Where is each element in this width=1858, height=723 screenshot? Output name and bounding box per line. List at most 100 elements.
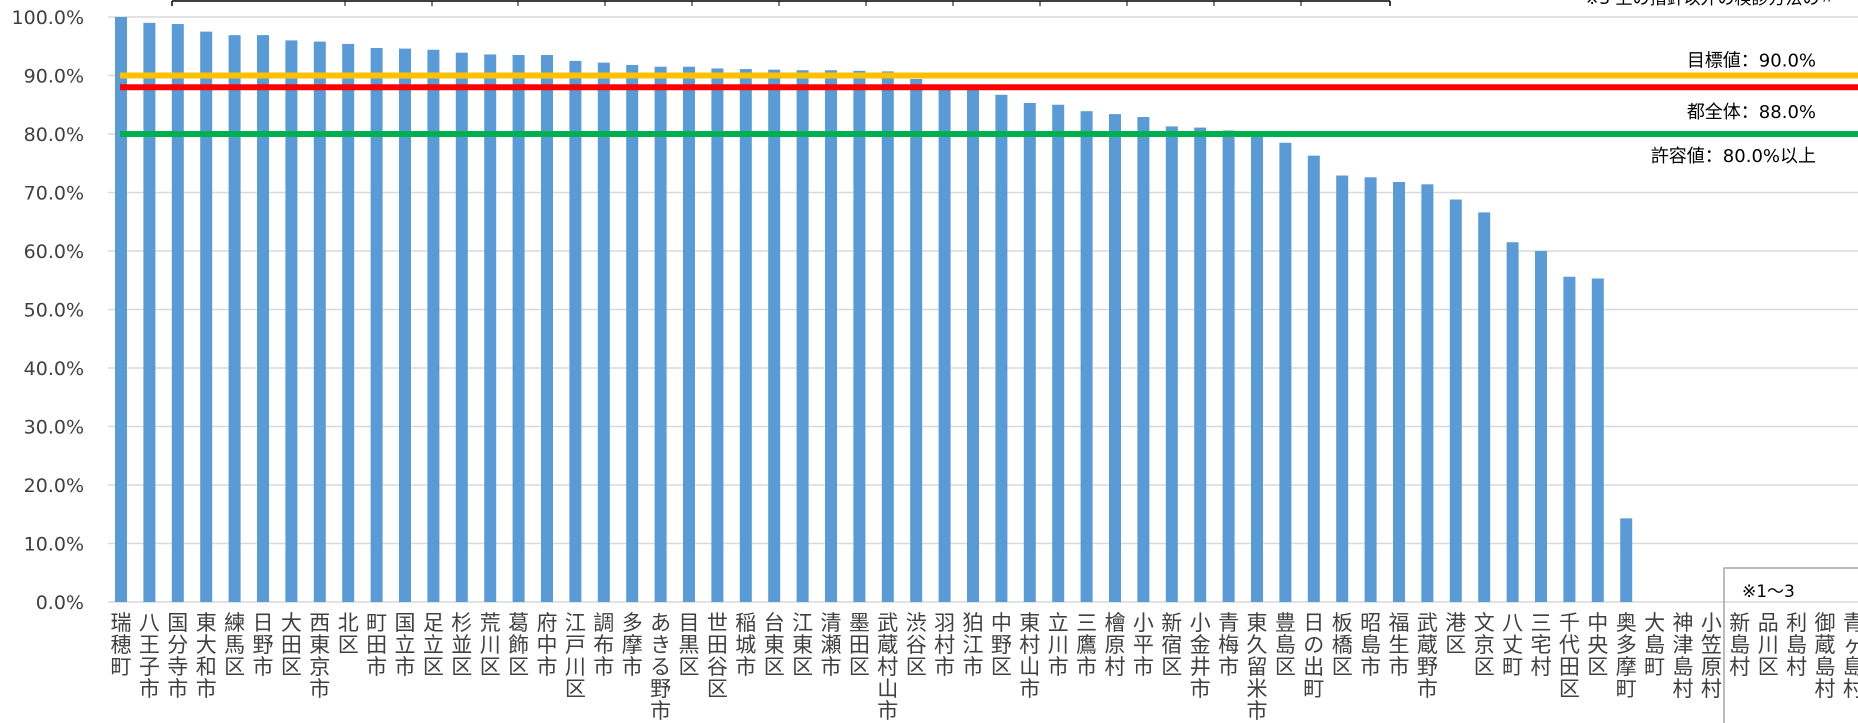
bar: [342, 43, 355, 603]
category-label: 目黒区: [679, 611, 700, 679]
category-label: 町田市: [366, 611, 387, 679]
bar: [995, 94, 1008, 603]
bar: [938, 87, 951, 602]
bar: [967, 88, 979, 603]
category-label: 東久留米市: [1247, 611, 1268, 723]
bar: [739, 69, 752, 602]
category-label: 新宿区: [1161, 611, 1182, 679]
y-tick-label: 100.0%: [12, 7, 84, 29]
category-label: 清瀬市: [821, 611, 842, 679]
category-label: 奥多摩町: [1616, 611, 1637, 701]
bar: [1222, 130, 1235, 603]
note-box: [1723, 567, 1858, 723]
y-axis-ticks: 0.0% 10.0% 20.0% 30.0% 40.0% 50.0% 60.0% 70.0% 8…: [12, 7, 84, 614]
category-label: 渋谷区: [906, 611, 927, 679]
category-label: 神津島村: [1673, 611, 1694, 701]
y-tick-label: 0.0%: [36, 592, 84, 614]
bar: [853, 70, 866, 602]
bar: [313, 41, 326, 602]
bar: [654, 66, 667, 603]
bar: [683, 66, 695, 603]
category-label: 港区: [1445, 611, 1466, 657]
category-label: 御蔵島村: [1815, 611, 1836, 701]
category-label: 府中市: [537, 611, 558, 679]
category-label: 江戸川区: [565, 611, 586, 701]
category-label: 利島村: [1786, 611, 1807, 679]
category-label: 足立区: [423, 611, 444, 679]
category-label: 練馬区: [224, 611, 245, 679]
bar: [881, 71, 894, 602]
y-tick-label: 40.0%: [24, 358, 84, 380]
category-label: 中央区: [1587, 611, 1608, 679]
category-label: 新島村: [1729, 611, 1750, 679]
y-tick-label: 30.0%: [24, 417, 84, 439]
bar: [1449, 199, 1462, 602]
bar: [1307, 155, 1320, 602]
category-label: 世田谷区: [707, 611, 728, 701]
bar: [910, 79, 923, 602]
bar: [1165, 126, 1178, 603]
category-label: 立川市: [1048, 611, 1069, 679]
bar: [1023, 102, 1036, 603]
category-label: 墨田区: [849, 611, 870, 679]
bar: [569, 60, 582, 602]
bar: [626, 64, 639, 603]
category-label: 檜原村: [1105, 611, 1126, 679]
category-label: 板橋区: [1332, 611, 1353, 679]
category-label: 品川区: [1758, 611, 1779, 679]
bar: [1506, 242, 1519, 602]
category-label: 千代田区: [1559, 611, 1580, 701]
bar: [1080, 111, 1093, 602]
category-label: 杉並区: [451, 611, 472, 679]
y-tick-label: 50.0%: [24, 300, 84, 322]
bar: [484, 54, 497, 602]
category-label: 八丈町: [1502, 611, 1523, 679]
category-label: 青梅市: [1218, 611, 1239, 679]
category-label: 狛江市: [963, 611, 984, 679]
category-label: 東大和市: [196, 611, 217, 701]
category-label: 日野市: [253, 611, 274, 679]
bar: [1279, 142, 1292, 602]
bar: [768, 69, 781, 602]
category-label: 大島町: [1644, 611, 1665, 679]
category-label: 中野区: [991, 611, 1012, 679]
top-table-fragment: [171, 0, 1391, 6]
bar: [143, 22, 156, 603]
bar: [285, 40, 298, 602]
bar: [200, 31, 213, 602]
bar: [711, 68, 724, 603]
category-label: 小平市: [1133, 611, 1154, 679]
bar: [1251, 133, 1263, 603]
category-label: 八王子市: [139, 611, 160, 701]
category-label: 北区: [338, 611, 359, 657]
category-label: 武蔵村山市: [877, 611, 898, 723]
category-label: 青ヶ島村: [1843, 611, 1858, 701]
bar: [1591, 278, 1604, 602]
category-label: 瑞穂町: [111, 611, 132, 679]
category-label: 稲城市: [735, 611, 756, 679]
category-label: 国分寺市: [167, 611, 188, 701]
category-label: 豊島区: [1275, 611, 1296, 679]
y-tick-label: 70.0%: [24, 183, 84, 205]
bar: [228, 35, 241, 602]
reference-line-label: 都全体：88.0%: [1687, 102, 1816, 123]
category-label: 荒川区: [480, 611, 501, 679]
category-label: 台東区: [764, 611, 785, 679]
bar: [1620, 518, 1633, 602]
y-tick-label: 10.0%: [24, 534, 84, 556]
bar: [370, 48, 383, 602]
bar: [1194, 127, 1207, 602]
bar: [512, 55, 525, 602]
category-label: 大田区: [281, 611, 302, 679]
bar: [1563, 276, 1576, 602]
y-tick-label: 20.0%: [24, 475, 84, 497]
category-label: 調布市: [593, 611, 614, 679]
category-label: 羽村市: [934, 611, 955, 679]
reference-line-label: 許容値：80.0%以上: [1651, 146, 1816, 167]
bar: [1421, 184, 1434, 602]
y-tick-label: 90.0%: [24, 66, 84, 88]
bar: [597, 62, 610, 602]
category-label: 小笠原村: [1701, 611, 1722, 701]
category-label: 日の出町: [1303, 611, 1324, 701]
category-labels: 瑞穂町八王子市国分寺市東大和市練馬区日野市大田区西東京市北区町田市国立市足立区杉…: [111, 611, 1858, 723]
